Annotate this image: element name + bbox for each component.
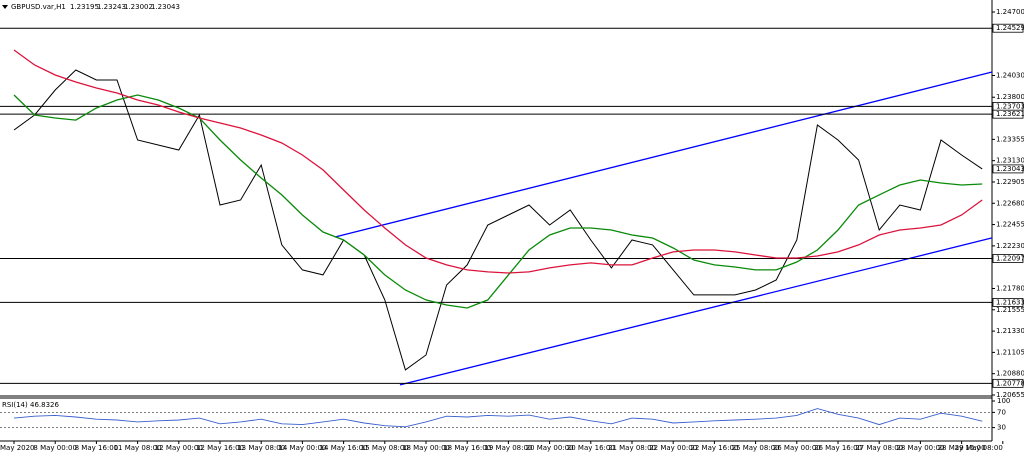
x-tick-label: May 2020 bbox=[0, 444, 35, 452]
price-line bbox=[13, 69, 983, 371]
y-tick-label: 1.21330 bbox=[996, 327, 1024, 335]
y-tick-label: 1.23800 bbox=[996, 93, 1024, 101]
level-label: 1.22097 bbox=[996, 254, 1024, 262]
x-tick-label: 22 May 00:00 bbox=[649, 444, 697, 452]
x-tick-label: 27 May 08:00 bbox=[855, 444, 903, 452]
level-label: 1.20778 bbox=[996, 379, 1024, 387]
y-tick-label: 1.22230 bbox=[996, 242, 1024, 250]
y-tick-label: 1.20655 bbox=[996, 391, 1024, 399]
y-tick-label: 1.23355 bbox=[996, 135, 1024, 143]
y-tick-label: 1.20880 bbox=[996, 370, 1024, 378]
menu-arrow[interactable] bbox=[2, 5, 8, 9]
rsi-tick-label: 30 bbox=[997, 424, 1006, 432]
x-tick-label: 15 May 08:00 bbox=[361, 444, 409, 452]
rsi-name: RSI(14) bbox=[2, 401, 28, 409]
x-tick-label: 21 May 08:00 bbox=[608, 444, 656, 452]
level-box bbox=[992, 164, 1024, 174]
x-tick-label: 13 May 08:00 bbox=[237, 444, 285, 452]
level-box bbox=[992, 298, 1024, 307]
quote-value: 1.23043 bbox=[151, 3, 180, 11]
x-tick-label: 18 May 16:00 bbox=[443, 444, 491, 452]
x-tick-label: 20 May 16:00 bbox=[567, 444, 615, 452]
quote-value: 1.23002 bbox=[124, 3, 153, 11]
level-label: 1.23621 bbox=[996, 110, 1024, 118]
x-tick-label: 12 May 16:00 bbox=[196, 444, 244, 452]
x-tick-label: 26 May 00:00 bbox=[773, 444, 821, 452]
x-tick-label: 26 May 16:00 bbox=[814, 444, 862, 452]
level-box bbox=[992, 378, 1024, 388]
symbol: GBPUSD.var,H1 bbox=[11, 3, 66, 11]
quote-value: 1.23243 bbox=[97, 3, 126, 11]
level-label: 1.23703 bbox=[996, 102, 1024, 110]
rsi-line bbox=[13, 408, 983, 428]
rsi-tick-label: 70 bbox=[997, 408, 1006, 416]
rsi-value: 46.8326 bbox=[30, 401, 59, 409]
x-tick-label: 14 May 00:00 bbox=[278, 444, 326, 452]
level-box bbox=[992, 23, 1024, 33]
x-tick-label: 8 May 00:00 bbox=[33, 444, 77, 452]
level-label: 1.21633 bbox=[996, 298, 1024, 306]
x-tick-label: 25 May 08:00 bbox=[732, 444, 780, 452]
level-box bbox=[992, 109, 1024, 119]
x-tick-label: 19 May 08:00 bbox=[484, 444, 532, 452]
channel-line bbox=[334, 71, 993, 238]
y-tick-label: 1.21780 bbox=[996, 284, 1024, 292]
x-tick-label: 28 May 00:00 bbox=[896, 444, 944, 452]
y-tick-label: 1.24700 bbox=[996, 8, 1024, 16]
quote-value: 1.23195 bbox=[70, 3, 99, 11]
rsi-tick-label: 100 bbox=[997, 397, 1010, 405]
x-tick-label: 8 May 16:00 bbox=[75, 444, 119, 452]
level-box bbox=[992, 254, 1024, 263]
y-tick-label: 1.23130 bbox=[996, 157, 1024, 165]
x-tick-label: 29 May 08:00 bbox=[955, 444, 1003, 452]
y-tick-label: 1.22905 bbox=[996, 178, 1024, 186]
x-tick-label: 22 May 16:00 bbox=[690, 444, 738, 452]
moving-average bbox=[13, 49, 983, 274]
y-tick-label: 1.22455 bbox=[996, 221, 1024, 229]
y-tick-label: 1.22680 bbox=[996, 199, 1024, 207]
x-tick-label: 11 May 08:00 bbox=[114, 444, 162, 452]
moving-average bbox=[13, 94, 983, 309]
y-tick-label: 1.21105 bbox=[996, 348, 1024, 356]
x-tick-label: 12 May 00:00 bbox=[155, 444, 203, 452]
x-tick-label: 18 May 00:00 bbox=[402, 444, 450, 452]
y-tick-label: 1.21555 bbox=[996, 306, 1024, 314]
level-label: 1.23043 bbox=[996, 165, 1024, 173]
x-tick-label: 20 May 00:00 bbox=[526, 444, 574, 452]
level-label: 1.24529 bbox=[996, 24, 1024, 32]
channel-line bbox=[399, 237, 993, 386]
y-tick-label: 1.24030 bbox=[996, 71, 1024, 79]
x-tick-label: 14 May 16:00 bbox=[320, 444, 368, 452]
x-tick-label: 28 May 16:00 bbox=[938, 444, 986, 452]
